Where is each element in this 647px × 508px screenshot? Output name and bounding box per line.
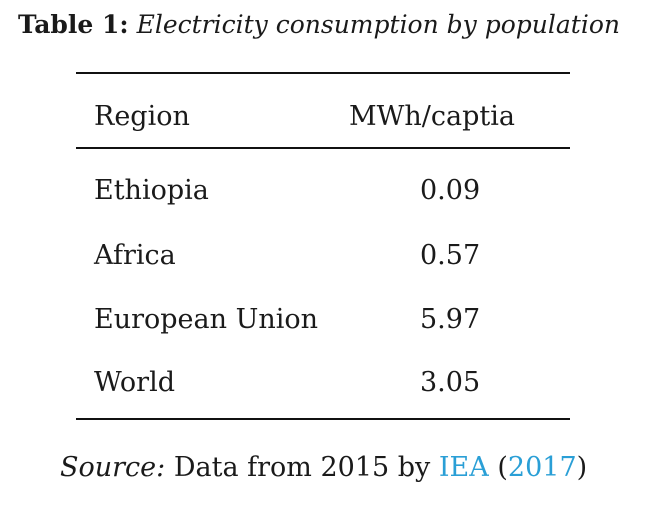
row-value: 5.97 (420, 304, 481, 335)
top-rule (76, 72, 570, 74)
row-value: 0.57 (420, 240, 481, 271)
citation-author-link[interactable]: IEA (438, 452, 489, 483)
column-header-region: Region (94, 101, 190, 132)
bottom-rule (76, 418, 570, 420)
row-value: 3.05 (420, 367, 481, 398)
row-label: Africa (94, 240, 176, 271)
row-label: European Union (94, 304, 319, 335)
citation-year-link[interactable]: 2017 (507, 452, 577, 483)
table-title: Electricity consumption by population (136, 10, 620, 39)
citation-open-paren: ( (497, 452, 508, 483)
citation-close-paren: ) (576, 452, 588, 483)
row-label: World (94, 367, 175, 398)
table-caption: Table 1: Electricity consumption by popu… (18, 8, 638, 42)
column-header-consumption: MWh/captia (349, 101, 515, 132)
source-text: Data from 2015 by (173, 452, 431, 483)
source-note: Source: Data from 2015 by IEA (2017) (60, 450, 587, 486)
source-label: Source: (60, 452, 166, 483)
row-value: 0.09 (420, 175, 481, 206)
table-number: Table 1: (18, 10, 129, 39)
header-rule (76, 147, 570, 149)
row-label: Ethiopia (94, 175, 209, 206)
